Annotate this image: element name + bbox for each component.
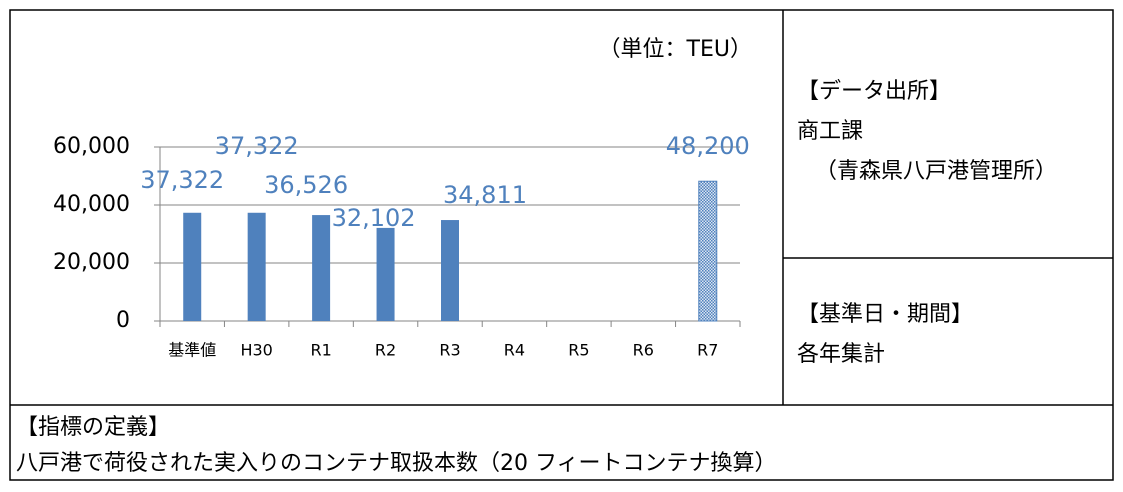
- bar: [376, 227, 395, 321]
- value-label: 34,811: [443, 181, 527, 209]
- value-label: 48,200: [666, 132, 750, 160]
- value-label: 36,526: [264, 171, 348, 199]
- source-line: 商工課: [797, 119, 863, 144]
- x-tick-label: R6: [633, 341, 654, 360]
- y-tick-label: 0: [116, 308, 130, 333]
- table-frame: [9, 9, 1114, 481]
- x-tick-label: R3: [439, 341, 460, 360]
- x-tick-label: 基準値: [168, 341, 216, 360]
- x-tick-label: R1: [310, 341, 331, 360]
- x-tick-label: R7: [697, 341, 718, 360]
- bar: [247, 212, 266, 321]
- period-heading: 【基準日・期間】: [797, 302, 973, 327]
- bar: [698, 180, 718, 322]
- bar: [312, 215, 331, 321]
- period-text: 各年集計: [797, 342, 885, 367]
- definition-heading: 【指標の定義】: [16, 415, 170, 440]
- bar: [183, 212, 202, 321]
- y-tick-label: 60,000: [53, 134, 130, 159]
- value-label: 37,322: [140, 166, 224, 194]
- x-tick-label: R2: [375, 341, 396, 360]
- x-tick-label: R4: [504, 341, 525, 360]
- definition-text: 八戸港で荷役された実入りのコンテナ取扱本数（20 フィートコンテナ換算）: [16, 451, 777, 476]
- bar: [441, 220, 459, 321]
- x-tick-label: H30: [240, 341, 272, 360]
- x-tick-label: R5: [568, 341, 589, 360]
- value-label: 32,102: [332, 204, 416, 232]
- y-tick-label: 40,000: [53, 192, 130, 217]
- y-tick-label: 20,000: [53, 250, 130, 275]
- unit-label: （単位：TEU）: [599, 37, 752, 62]
- value-label: 37,322: [215, 132, 299, 160]
- source-line: （青森県八戸港管理所）: [815, 159, 1057, 184]
- source-heading: 【データ出所】: [797, 79, 951, 104]
